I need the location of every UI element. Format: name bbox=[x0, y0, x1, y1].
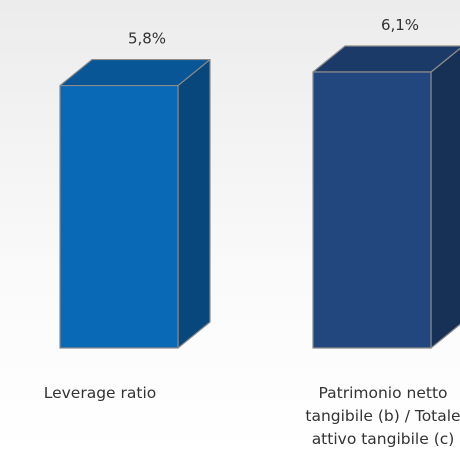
value-label: 5,8% bbox=[128, 30, 166, 48]
bar-side bbox=[430, 47, 460, 349]
bar bbox=[59, 84, 179, 349]
value-label: 6,1% bbox=[381, 16, 419, 34]
bar-side bbox=[177, 58, 211, 349]
bar bbox=[312, 71, 432, 349]
category-label: Patrimonio netto tangibile (b) / Totale … bbox=[305, 384, 460, 448]
category-label: Leverage ratio bbox=[43, 384, 157, 402]
